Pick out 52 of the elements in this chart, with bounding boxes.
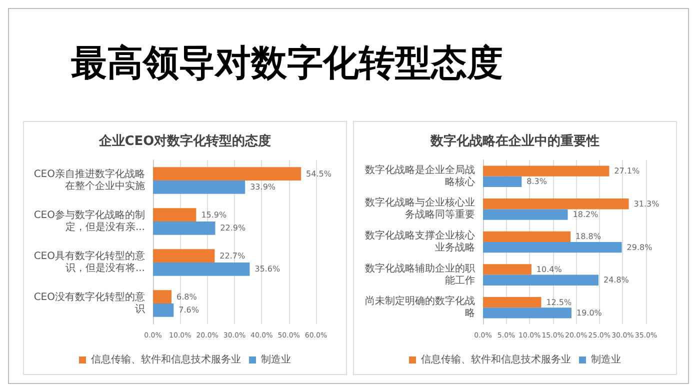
data-label: 8.3% — [526, 177, 548, 186]
data-label: 27.1% — [614, 166, 640, 176]
bar — [483, 198, 629, 210]
bar — [483, 264, 532, 275]
y-tick-label: CEO没有数字化转型的意识 — [34, 291, 145, 315]
bar — [153, 180, 246, 194]
data-label: 12.5% — [546, 298, 572, 307]
y-tick-label: CEO参与数字化战略的制定，但是没有亲... — [34, 209, 145, 233]
bar — [483, 166, 610, 176]
data-label: 35.6% — [254, 264, 281, 274]
data-label: 31.3% — [634, 199, 660, 208]
data-label: 18.8% — [576, 232, 602, 242]
data-label: 7.6% — [178, 306, 200, 315]
text: 最高领导对数字化转型态度 — [70, 42, 504, 86]
y-tick-label: 数字化战略与企业核心业务战略同等重要 — [365, 196, 475, 221]
legend-label: 制造业 — [591, 354, 621, 366]
legend-label: 信息传输、软件和信息技术服务业 — [91, 354, 241, 366]
bar — [483, 274, 598, 286]
y-tick-label: 数字化战略支撑企业核心业务战略 — [365, 230, 475, 254]
chart-title: 企业CEO对数字化转型的态度 — [98, 133, 272, 149]
legend-label: 制造业 — [261, 354, 291, 366]
data-label: 22.9% — [220, 224, 246, 233]
bar — [153, 262, 250, 276]
bar — [483, 176, 522, 188]
bar — [483, 209, 568, 220]
data-label: 15.9% — [201, 210, 228, 220]
data-label: 24.8% — [603, 276, 630, 285]
bar — [153, 304, 174, 317]
data-label: 10.4% — [536, 264, 562, 274]
bar — [153, 290, 172, 304]
bar — [153, 208, 196, 222]
data-label: 33.9% — [250, 182, 276, 192]
bar — [483, 242, 622, 253]
legend-label: 信息传输、软件和信息技术服务业 — [421, 354, 571, 366]
y-tick-label: 数字化战略辅助企业的职能工作 — [365, 262, 475, 286]
data-label: 22.7% — [220, 251, 246, 260]
data-label: 54.5% — [306, 169, 332, 178]
data-label: 19.0% — [576, 308, 602, 318]
chart-title: 数字化战略在企业中的重要性 — [430, 133, 600, 149]
bar — [153, 222, 216, 235]
bar — [153, 249, 215, 262]
bar — [483, 296, 542, 308]
data-label: 29.8% — [626, 242, 653, 252]
y-tick-label: CEO亲自推进数字化战略在整个企业中实施 — [34, 168, 145, 192]
bar — [483, 308, 572, 318]
data-label: 18.2% — [572, 210, 599, 220]
bar — [483, 231, 571, 242]
y-tick-label: 数字化战略是企业全局战略核心 — [365, 164, 475, 188]
y-tick-label: 尚未制定明确的数字化战略 — [365, 295, 475, 320]
y-tick-label: CEO具有数字化转型的意识，但是没有将... — [34, 250, 145, 274]
data-label: 6.8% — [176, 292, 198, 302]
bar — [153, 167, 302, 180]
